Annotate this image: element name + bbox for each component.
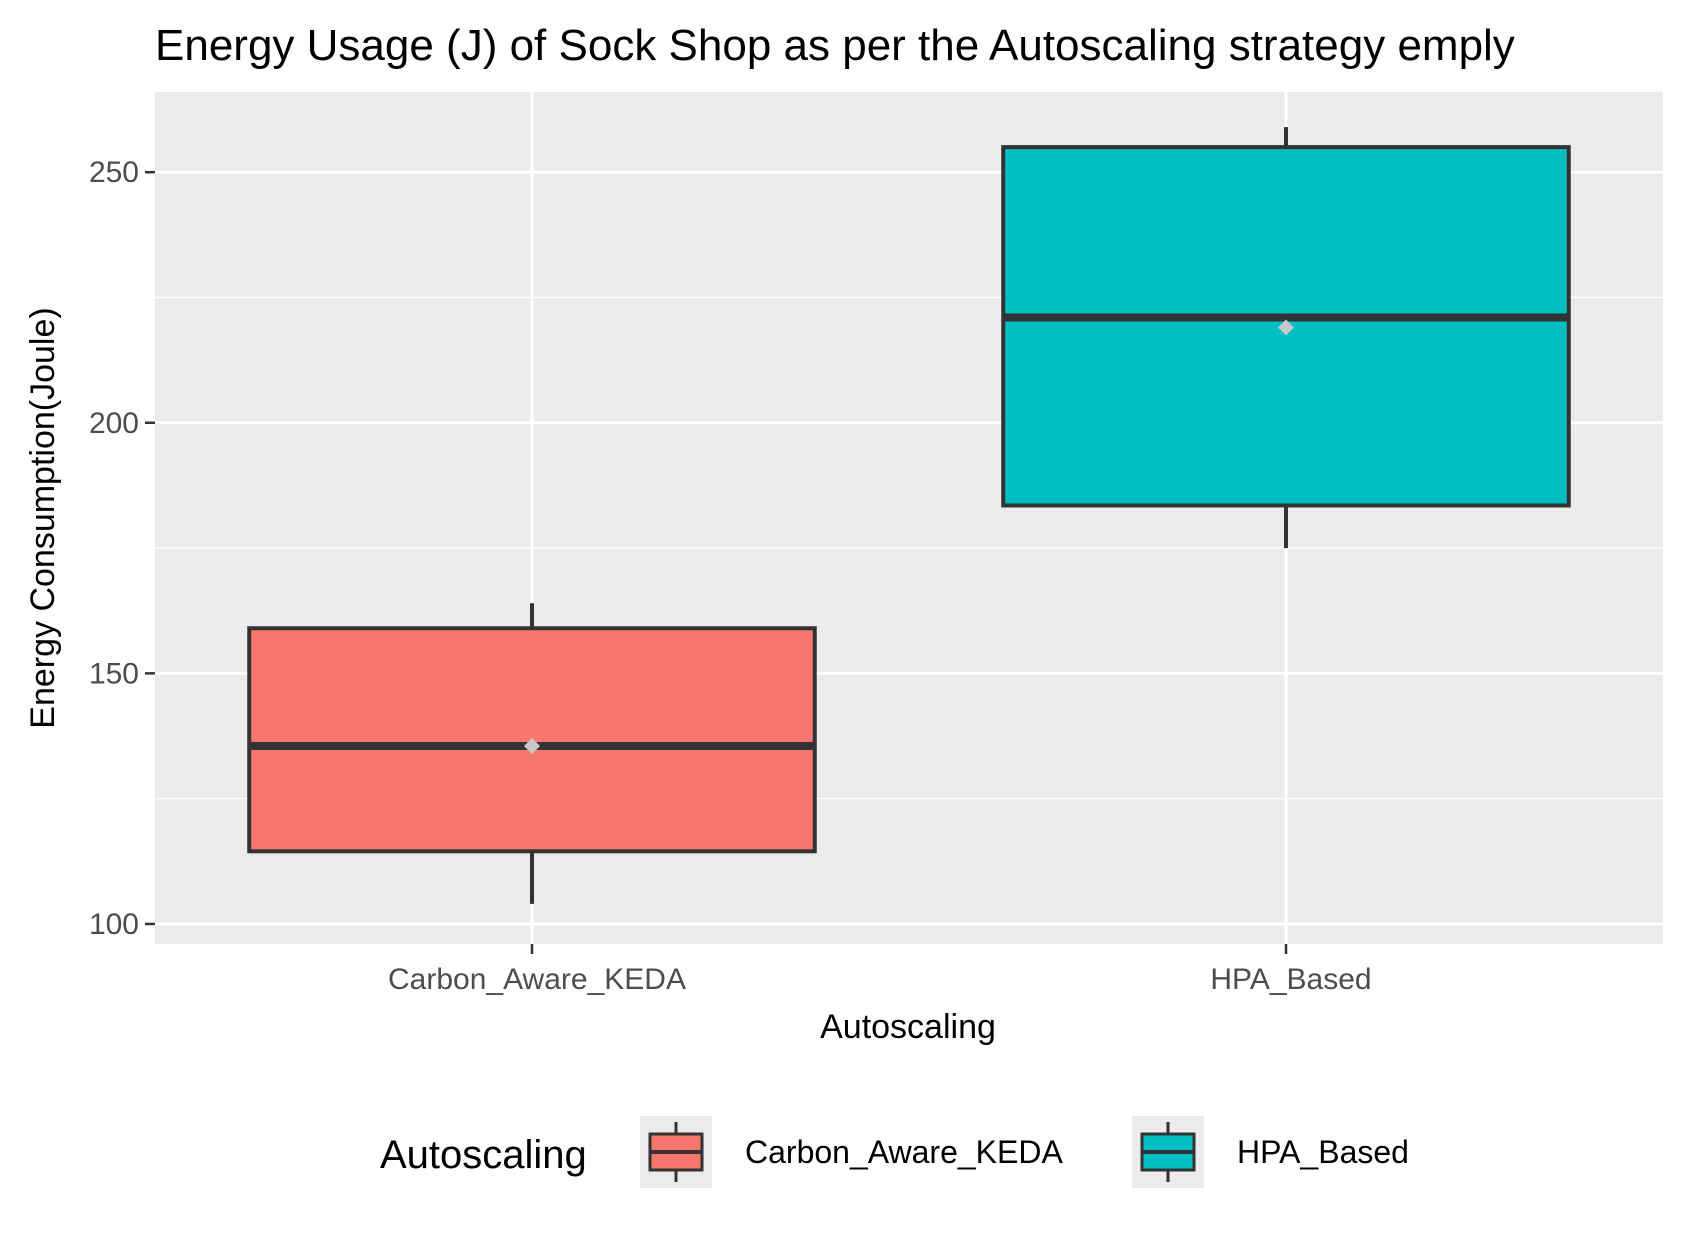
x-axis: Carbon_Aware_KEDA HPA_Based xyxy=(388,944,1372,996)
x-tick-label: HPA_Based xyxy=(1210,963,1371,996)
legend-label: Carbon_Aware_KEDA xyxy=(745,1134,1063,1170)
legend-key-Carbon_Aware_KEDA: Carbon_Aware_KEDA xyxy=(640,1116,1063,1188)
legend-label: HPA_Based xyxy=(1237,1134,1409,1170)
y-tick-label: 150 xyxy=(89,657,139,690)
legend-key-HPA_Based: HPA_Based xyxy=(1132,1116,1409,1188)
y-tick-label: 200 xyxy=(89,407,139,440)
legend: Autoscaling Carbon_Aware_KEDA HPA_Based xyxy=(380,1116,1409,1188)
mean-marker xyxy=(524,738,540,755)
y-tick-label: 250 xyxy=(89,156,139,189)
y-tick-label: 100 xyxy=(89,908,139,941)
boxes xyxy=(247,127,1571,904)
box-Carbon_Aware_KEDA xyxy=(247,603,817,904)
box-HPA_Based xyxy=(1001,127,1571,549)
chart-title: Energy Usage (J) of Sock Shop as per the… xyxy=(155,21,1515,70)
legend-title: Autoscaling xyxy=(380,1133,587,1177)
x-axis-title: Autoscaling xyxy=(820,1008,996,1046)
mean-marker xyxy=(1278,319,1294,336)
x-tick-label: Carbon_Aware_KEDA xyxy=(388,963,686,996)
y-axis-title: Energy Consumption(Joule) xyxy=(24,307,62,728)
y-axis: 100 150 200 250 xyxy=(89,156,155,941)
